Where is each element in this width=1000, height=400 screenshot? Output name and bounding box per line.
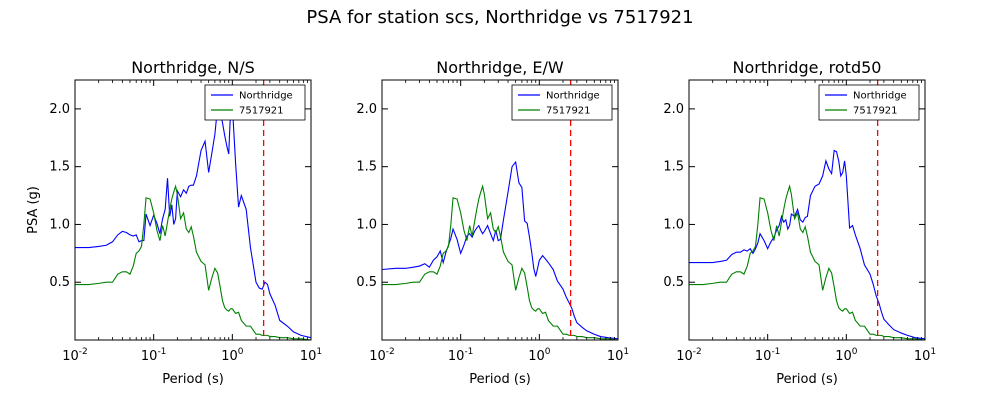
legend-label: Northridge — [546, 91, 600, 102]
chart-legend: Northridge 7517921 — [511, 84, 613, 121]
x-tick-label: 10-1 — [141, 347, 167, 364]
y-axis-label: PSA (g) — [26, 186, 41, 234]
series-line-a — [382, 160, 618, 340]
x-tick-label: 100 — [835, 347, 858, 364]
legend-frame — [204, 84, 306, 121]
x-tick-label: 10-2 — [676, 347, 702, 364]
x-axis-label: Period (s) — [469, 372, 531, 387]
series-line-b — [382, 184, 618, 340]
chart-title: Northridge, N/S — [131, 58, 255, 77]
chart-panel-1: Northridge, N/S 10-2 10-1 100 101 0.5 1.0 1.5 2.… — [26, 58, 322, 387]
x-tick-label: 100 — [221, 347, 244, 364]
series-line-b — [75, 184, 311, 340]
chart-legend: Northridge 7517921 — [818, 84, 920, 121]
chart-legend: Northridge 7517921 — [204, 84, 306, 121]
chart-title: Northridge, rotd50 — [733, 58, 882, 77]
x-tick-label: 10-1 — [755, 347, 781, 364]
y-tick-label: 2.0 — [49, 102, 70, 117]
legend-label: 7517921 — [546, 106, 591, 117]
legend-label: 7517921 — [853, 106, 898, 117]
chart-panels: Northridge, N/S 10-2 10-1 100 101 0.5 1.0 1.5 2.… — [26, 58, 936, 387]
x-tick-label: 101 — [300, 347, 322, 364]
y-tick-label: 1.0 — [663, 217, 684, 232]
y-tick-label: 1.5 — [356, 160, 377, 175]
y-tick-label: 1.0 — [49, 217, 70, 232]
x-tick-label: 101 — [914, 347, 936, 364]
x-tick-label: 100 — [528, 347, 551, 364]
axes-frame — [688, 79, 926, 341]
chart-title: Northridge, E/W — [436, 58, 564, 77]
y-tick-label: 2.0 — [356, 102, 377, 117]
y-tick-label: 2.0 — [663, 102, 684, 117]
x-tick-label: 101 — [607, 347, 629, 364]
axes-frame — [381, 79, 619, 341]
series-line-a — [75, 104, 311, 339]
legend-label: Northridge — [239, 91, 293, 102]
y-tick-label: 1.5 — [663, 160, 684, 175]
legend-label: Northridge — [853, 91, 907, 102]
x-axis-label: Period (s) — [162, 372, 224, 387]
y-tick-label: 0.5 — [663, 275, 684, 290]
y-tick-label: 0.5 — [49, 275, 70, 290]
axes-frame — [74, 79, 312, 341]
x-tick-label: 10-1 — [448, 347, 474, 364]
y-tick-label: 1.5 — [49, 160, 70, 175]
series-line-b — [689, 184, 925, 340]
x-tick-label: 10-2 — [62, 347, 88, 364]
series-line-a — [689, 149, 925, 340]
legend-frame — [818, 84, 920, 121]
legend-label: 7517921 — [239, 106, 284, 117]
y-tick-label: 0.5 — [356, 275, 377, 290]
chart-panel-3: Northridge, rotd50 10-2 10-1 100 101 0.5 1.0 1.… — [663, 58, 936, 387]
chart-panel-2: Northridge, E/W 10-2 10-1 100 101 0.5 1.0 1.5 2.… — [356, 58, 629, 387]
legend-frame — [511, 84, 613, 121]
x-tick-label: 10-2 — [369, 347, 395, 364]
figure-suptitle: PSA for station scs, Northridge vs 75179… — [306, 7, 693, 28]
x-axis-label: Period (s) — [776, 372, 838, 387]
y-tick-label: 1.0 — [356, 217, 377, 232]
